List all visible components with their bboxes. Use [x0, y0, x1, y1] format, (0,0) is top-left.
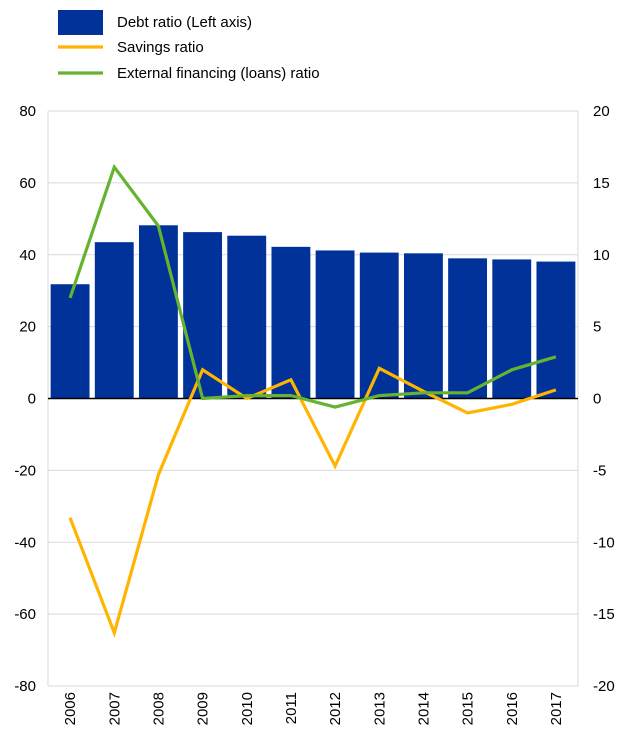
bar-2012: [315, 250, 355, 399]
y-left-tick-label: 0: [28, 391, 36, 408]
bar-2015: [448, 258, 488, 399]
x-tick-label: 2008: [150, 692, 167, 725]
x-tick-label: 2006: [62, 692, 79, 725]
x-tick-label: 2013: [371, 692, 388, 725]
y-right-tick-label: 5: [593, 319, 601, 336]
x-tick-label: 2012: [327, 692, 344, 725]
y-right-tick-label: 20: [593, 103, 610, 120]
x-tick-label: 2009: [195, 692, 212, 725]
y-right-tick-label: -20: [593, 678, 615, 695]
grid: [47, 110, 579, 687]
y-left-tick-label: 80: [19, 103, 36, 120]
bars: [50, 225, 576, 399]
lines: [68, 163, 557, 638]
legend-label: Debt ratio (Left axis): [117, 14, 252, 31]
bar-2014: [403, 253, 443, 399]
legend-label: Savings ratio: [117, 39, 204, 56]
x-tick-label: 2010: [239, 692, 256, 725]
x-axis: 2006 2007 2008 2009 2010 2011 2012 2013 2014 2015…: [62, 692, 565, 725]
y-left-tick-label: -60: [14, 606, 36, 623]
y-left-tick-label: -40: [14, 534, 36, 551]
bar-2011: [271, 246, 311, 399]
y-left-tick-label: 20: [19, 319, 36, 336]
series-line-external-financing-loans-ratio: [68, 163, 557, 409]
x-tick-label: 2017: [548, 692, 565, 725]
x-tick-label: 2014: [415, 692, 432, 725]
y-right-tick-label: -5: [593, 462, 606, 479]
legend-label: External financing (loans) ratio: [117, 65, 320, 82]
x-tick-label: 2011: [283, 692, 300, 724]
x-tick-label: 2015: [460, 692, 477, 725]
bar-2007: [94, 242, 134, 399]
bar-2010: [227, 235, 267, 399]
y-right-tick-label: -15: [593, 606, 615, 623]
y-right-tick-label: -10: [593, 534, 615, 551]
y-left-tick-label: 40: [19, 247, 36, 264]
y-right-tick-label: 0: [593, 391, 601, 408]
x-tick-label: 2016: [504, 692, 521, 725]
y-right-axis: 20 15 10 5 0 -5 -10 -15 -20: [593, 103, 615, 695]
legend: Debt ratio (Left axis) Savings ratio Exter…: [58, 10, 320, 82]
bar-2006: [50, 284, 90, 399]
bar-2017: [536, 261, 576, 399]
y-right-tick-label: 15: [593, 175, 610, 192]
bar-2008: [138, 225, 178, 399]
series-line-savings-ratio: [68, 366, 557, 638]
y-left-tick-label: 60: [19, 175, 36, 192]
y-right-tick-label: 10: [593, 247, 610, 264]
x-tick-label: 2007: [106, 692, 123, 725]
y-left-axis: 80 60 40 20 0 -20 -40 -60 -80: [14, 103, 36, 695]
y-left-tick-label: -20: [14, 462, 36, 479]
y-left-tick-label: -80: [14, 678, 36, 695]
legend-swatch: [58, 10, 103, 35]
